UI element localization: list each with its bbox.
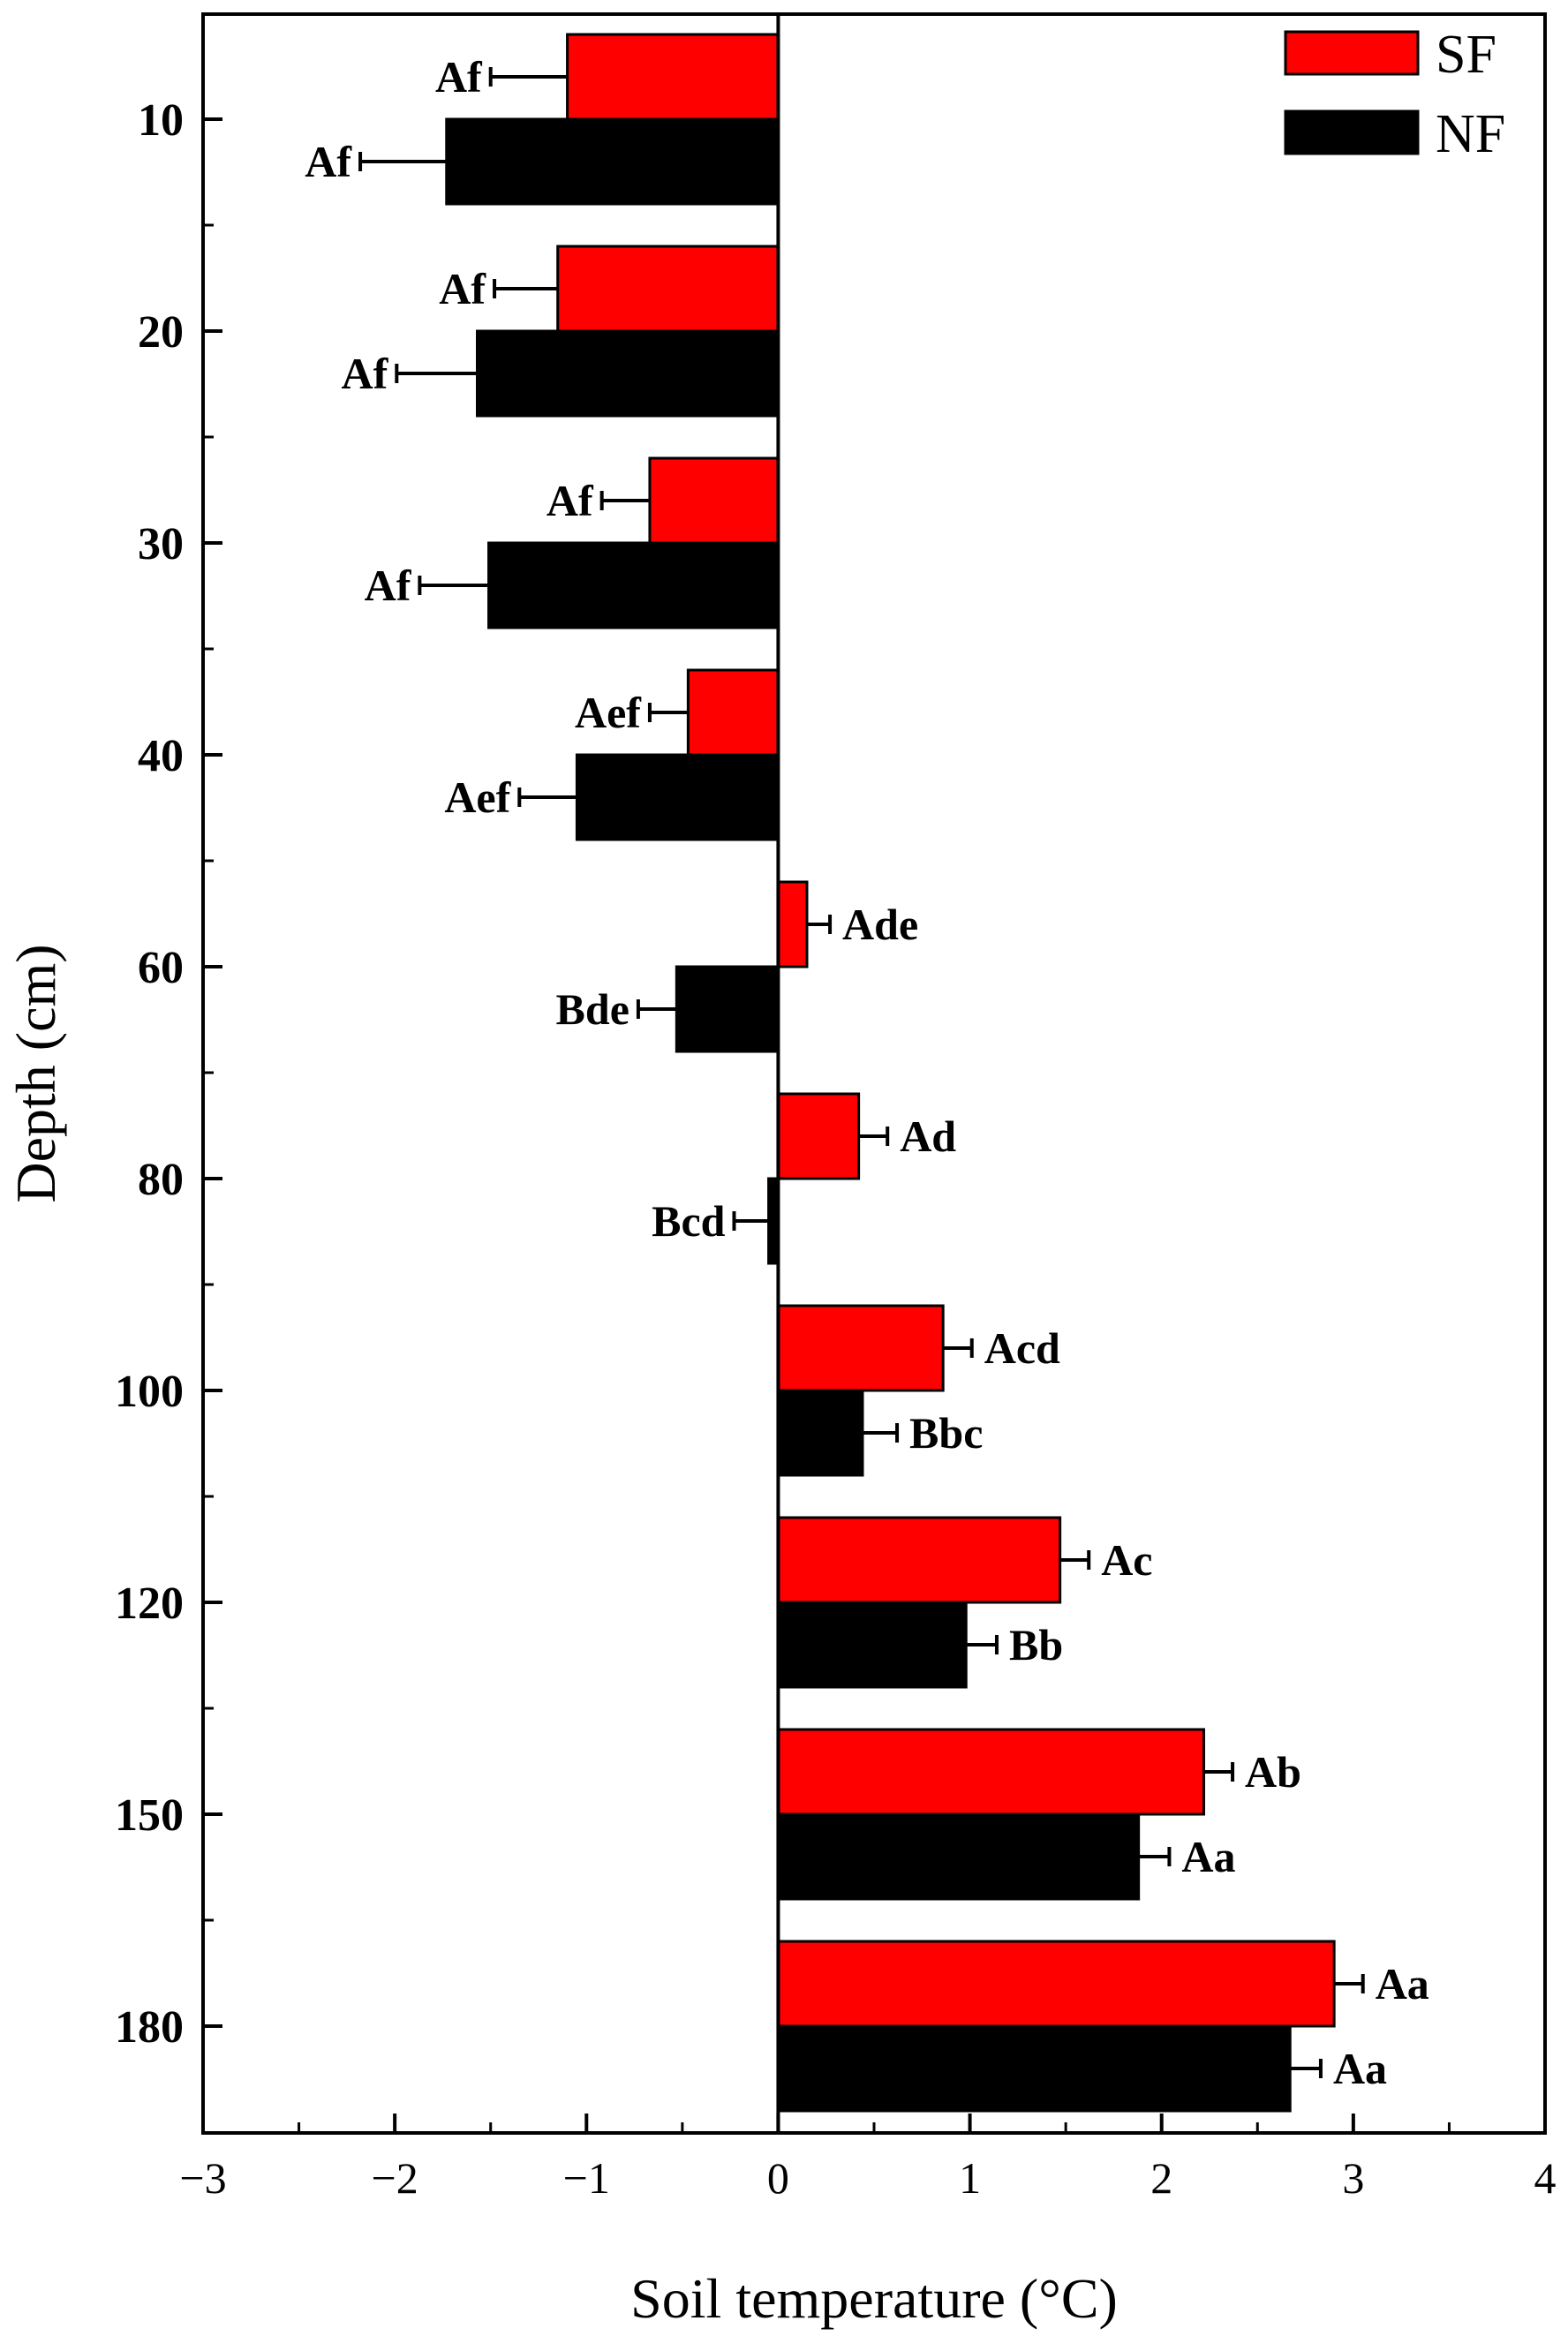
significance-label-SF-40: Aef bbox=[575, 688, 642, 737]
bar-NF-150 bbox=[776, 1812, 1141, 1901]
significance-label-NF-60: Bde bbox=[556, 984, 629, 1034]
significance-label-SF-150: Ab bbox=[1245, 1747, 1301, 1797]
bar-NF-100 bbox=[776, 1389, 864, 1477]
significance-label-NF-10: Af bbox=[305, 137, 352, 186]
x-axis-title: Soil temperature (°C) bbox=[630, 2267, 1118, 2330]
x-tick-label: 0 bbox=[767, 2153, 789, 2203]
significance-label-SF-180: Aa bbox=[1376, 1959, 1429, 2008]
bar-NF-60 bbox=[675, 965, 780, 1053]
y-tick-label-180: 180 bbox=[115, 2002, 184, 2053]
bar-SF-10 bbox=[566, 33, 780, 121]
y-tick-label-80: 80 bbox=[138, 1155, 184, 1205]
bar-NF-10 bbox=[445, 117, 780, 206]
y-tick-label-30: 30 bbox=[138, 519, 184, 569]
x-axis: −3 −2 −1 0 1 2 3 4 bbox=[179, 2114, 1557, 2203]
y-tick-label-40: 40 bbox=[138, 731, 184, 781]
bar-NF-120 bbox=[776, 1601, 968, 1689]
x-tick-label: 4 bbox=[1534, 2153, 1557, 2203]
significance-label-SF-20: Af bbox=[439, 264, 486, 313]
significance-label-NF-20: Af bbox=[342, 349, 389, 398]
y-tick-label-150: 150 bbox=[115, 1790, 184, 1841]
bar-SF-120 bbox=[776, 1516, 1062, 1604]
bar-NF-20 bbox=[476, 329, 780, 418]
significance-label-SF-30: Af bbox=[547, 476, 594, 525]
bar-SF-60 bbox=[776, 880, 809, 968]
legend-label-SF: SF bbox=[1436, 25, 1496, 85]
y-axis: 10 20 30 40 60 80 100 120 150 180 bbox=[115, 95, 222, 2053]
x-tick-label: −2 bbox=[372, 2153, 418, 2203]
x-tick-label: 1 bbox=[959, 2153, 981, 2203]
y-tick-label-10: 10 bbox=[138, 95, 184, 146]
bar-SF-80 bbox=[776, 1092, 861, 1180]
significance-label-SF-10: Af bbox=[435, 52, 483, 102]
y-tick-label-120: 120 bbox=[115, 1579, 184, 1629]
x-tick-label: −1 bbox=[563, 2153, 610, 2203]
bar-SF-180 bbox=[776, 1940, 1336, 2028]
legend: SF NF bbox=[1284, 25, 1505, 164]
error-bars-layer bbox=[358, 67, 1365, 2078]
legend-label-NF: NF bbox=[1436, 104, 1505, 164]
bar-SF-40 bbox=[686, 668, 780, 757]
significance-label-SF-100: Acd bbox=[984, 1323, 1060, 1373]
bar-SF-150 bbox=[776, 1728, 1205, 1816]
significance-label-NF-100: Bbc bbox=[909, 1408, 983, 1458]
significance-label-NF-120: Bb bbox=[1009, 1620, 1063, 1669]
significance-label-NF-80: Bcd bbox=[652, 1196, 726, 1246]
bar-SF-100 bbox=[776, 1304, 945, 1392]
y-tick-label-60: 60 bbox=[138, 943, 184, 993]
y-axis-title: Depth (cm) bbox=[4, 944, 67, 1202]
bar-NF-40 bbox=[575, 753, 780, 841]
x-tick-label: −3 bbox=[179, 2153, 226, 2203]
y-tick-label-100: 100 bbox=[115, 1367, 184, 1417]
significance-label-NF-30: Af bbox=[365, 561, 412, 610]
significance-label-SF-60: Ade bbox=[842, 900, 918, 949]
bar-NF-30 bbox=[487, 541, 780, 629]
bar-SF-20 bbox=[556, 245, 780, 333]
bar-SF-30 bbox=[648, 456, 780, 545]
x-tick-label: 2 bbox=[1150, 2153, 1172, 2203]
significance-label-SF-80: Ad bbox=[900, 1111, 956, 1161]
y-tick-label-20: 20 bbox=[138, 307, 184, 358]
significance-label-SF-120: Ac bbox=[1101, 1535, 1152, 1585]
significance-label-NF-40: Aef bbox=[444, 772, 511, 822]
bars-layer bbox=[445, 33, 1336, 2113]
bar-NF-180 bbox=[776, 2024, 1292, 2113]
legend-swatch-NF bbox=[1284, 109, 1420, 155]
significance-label-NF-150: Aa bbox=[1181, 1832, 1235, 1881]
legend-swatch-SF bbox=[1284, 30, 1420, 76]
significance-label-NF-180: Aa bbox=[1333, 2044, 1387, 2093]
x-tick-label: 3 bbox=[1342, 2153, 1364, 2203]
